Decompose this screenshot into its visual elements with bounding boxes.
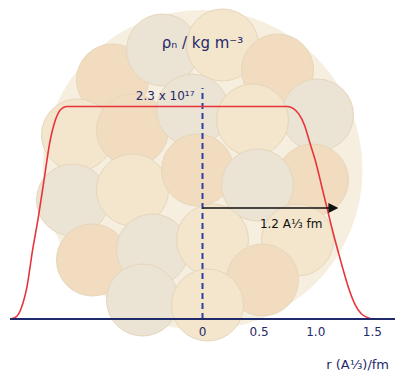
svg-text:1.2 A⅓ fm: 1.2 A⅓ fm: [260, 217, 322, 231]
html-text:ρₙ / kg m⁻³: ρₙ / kg m⁻³: [161, 34, 244, 52]
svg-text:2.3 x 10¹⁷: 2.3 x 10¹⁷: [136, 89, 195, 103]
svg-text:0.5: 0.5: [250, 325, 269, 339]
svg-text:r (A⅓)/fm: r (A⅓)/fm: [326, 357, 389, 372]
svg-text:1.0: 1.0: [306, 325, 325, 339]
svg-text:1.5: 1.5: [363, 325, 382, 339]
svg-text:0: 0: [199, 325, 207, 339]
